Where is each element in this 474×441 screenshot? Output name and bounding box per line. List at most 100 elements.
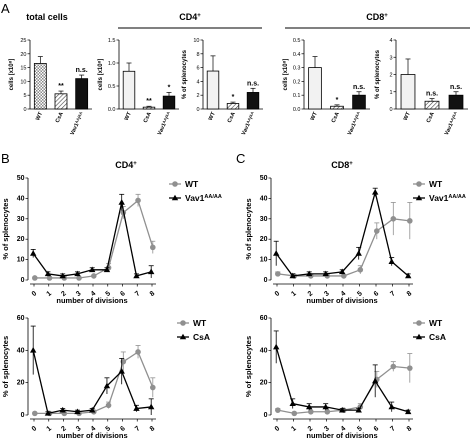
x-tick-label: 3 [75,425,83,433]
chart-1: 0.0 0.5 1.0 1.5 cells [x10⁸] WT ** CsA * Vav1ᴬᴬ/ᴬ… [98,38,179,136]
y-tick-label: 0 [264,412,268,419]
y-tick-label: 0 [23,107,26,113]
y-tick-label: 60 [260,315,268,322]
data-point-vav1 [339,268,346,275]
legend-marker [180,320,186,326]
y-tick-label: 0.5 [108,84,116,90]
x-tick-label: 8 [149,425,157,433]
x-tick-label: 0 [31,290,39,298]
data-point-vav1 [148,268,155,275]
data-point-vav1 [273,250,280,256]
y-tick-label: 0 [389,107,392,113]
significance-label: ** [146,98,152,105]
x-tick-label: 2 [60,290,68,298]
data-point-vav1 [372,188,379,195]
panel-label-c: C [236,151,245,166]
y-tick-label: 0.5 [293,38,301,44]
legend-label: Vav1AA/AA [429,193,466,203]
y-tick-label: 15 [20,66,26,72]
legend-label-text: WT [185,179,199,189]
data-point-csa [118,368,125,374]
y-tick-label: 0.2 [293,79,301,85]
series-line-vav1 [275,192,409,277]
x-tick-label: 2 [307,425,315,433]
data-point-vav1 [44,270,52,277]
data-point-csa [405,408,412,415]
data-point-csa [355,406,362,413]
x-tick-label: WT [310,111,319,122]
legend-label: CsA [429,332,446,342]
x-tick-label: 4 [340,290,348,298]
y-tick-label: 0 [21,277,25,284]
data-point-wt [357,267,364,273]
y-axis-label: % of splenocytes [182,49,188,99]
heading-c-cd8: CD8+ [331,160,353,170]
y-tick-label: 0.4 [293,52,301,58]
y-tick-label: 0 [264,277,268,284]
heading-cd4: CD4+ [179,12,201,22]
y-tick-label: 60 [17,315,25,322]
x-tick-label: 0 [31,425,39,433]
y-tick-label: 10 [20,79,26,85]
data-point-vav1 [103,266,111,273]
significance-label: * [232,94,235,101]
data-point-wt [275,407,281,413]
data-point-csa [339,406,346,413]
heading-cd8: CD8+ [366,12,388,22]
data-point-vav1 [89,266,96,273]
y-tick-label: 40 [260,347,268,354]
data-point-wt [150,384,156,391]
data-point-vav1 [118,199,125,205]
x-tick-label: CsA [426,111,436,124]
legend-label-text: WT [429,318,443,328]
significance-label: n.s. [76,67,88,74]
chart-3: 0.0 0.1 0.2 0.3 0.4 0.5 cells [x10⁸] WT * CsA n.s.… [283,38,370,136]
x-tick-label: WT [35,111,44,122]
x-tick-label: 4 [90,425,98,433]
y-tick-label: 0 [196,107,199,113]
data-point-wt [105,402,112,409]
data-point-wt [150,244,156,251]
data-point-csa [133,405,140,411]
x-axis-label: number of divisions [306,431,377,440]
legend-label: WT [185,179,199,189]
data-point-csa [74,408,81,415]
y-tick-label: 0.3 [293,66,301,72]
data-point-csa [273,343,280,350]
data-point-wt [135,349,141,355]
legend-marker [172,181,178,187]
bar-wt [308,67,322,110]
legend-label: CsA [193,332,210,342]
x-tick-label: 0 [274,290,282,298]
data-point-csa [44,410,52,416]
legend-marker [415,333,423,340]
data-point-wt [91,273,97,279]
x-tick-label: 7 [134,425,142,433]
data-point-vav1 [59,272,66,279]
y-tick-label: 2 [196,93,199,99]
data-point-wt [374,228,380,234]
data-point-csa [103,382,111,389]
y-tick-label: 5 [23,93,26,99]
data-point-vav1 [289,272,296,279]
significance-label: * [336,97,339,104]
data-point-csa [289,400,296,406]
y-tick-label: 30 [260,216,268,223]
y-tick-label: 4 [389,38,392,44]
x-tick-label: 1 [290,425,298,433]
y-tick-label: 50 [260,175,268,182]
data-point-vav1 [388,258,395,264]
legend-label-text: CsA [193,332,210,342]
data-point-wt [275,271,281,277]
x-tick-label: 8 [149,290,157,298]
bar-wt [206,70,220,110]
x-tick-label: 1 [46,425,54,433]
y-tick-label: 6 [196,66,199,72]
x-tick-label: Vav1ᴬᴬ/ᴬᴬ [239,110,257,136]
y-tick-label: 10 [193,38,199,44]
bar-csa [226,103,240,110]
x-tick-label: 1 [290,290,298,298]
y-tick-label: 3 [389,55,392,61]
data-point-wt [135,197,141,204]
